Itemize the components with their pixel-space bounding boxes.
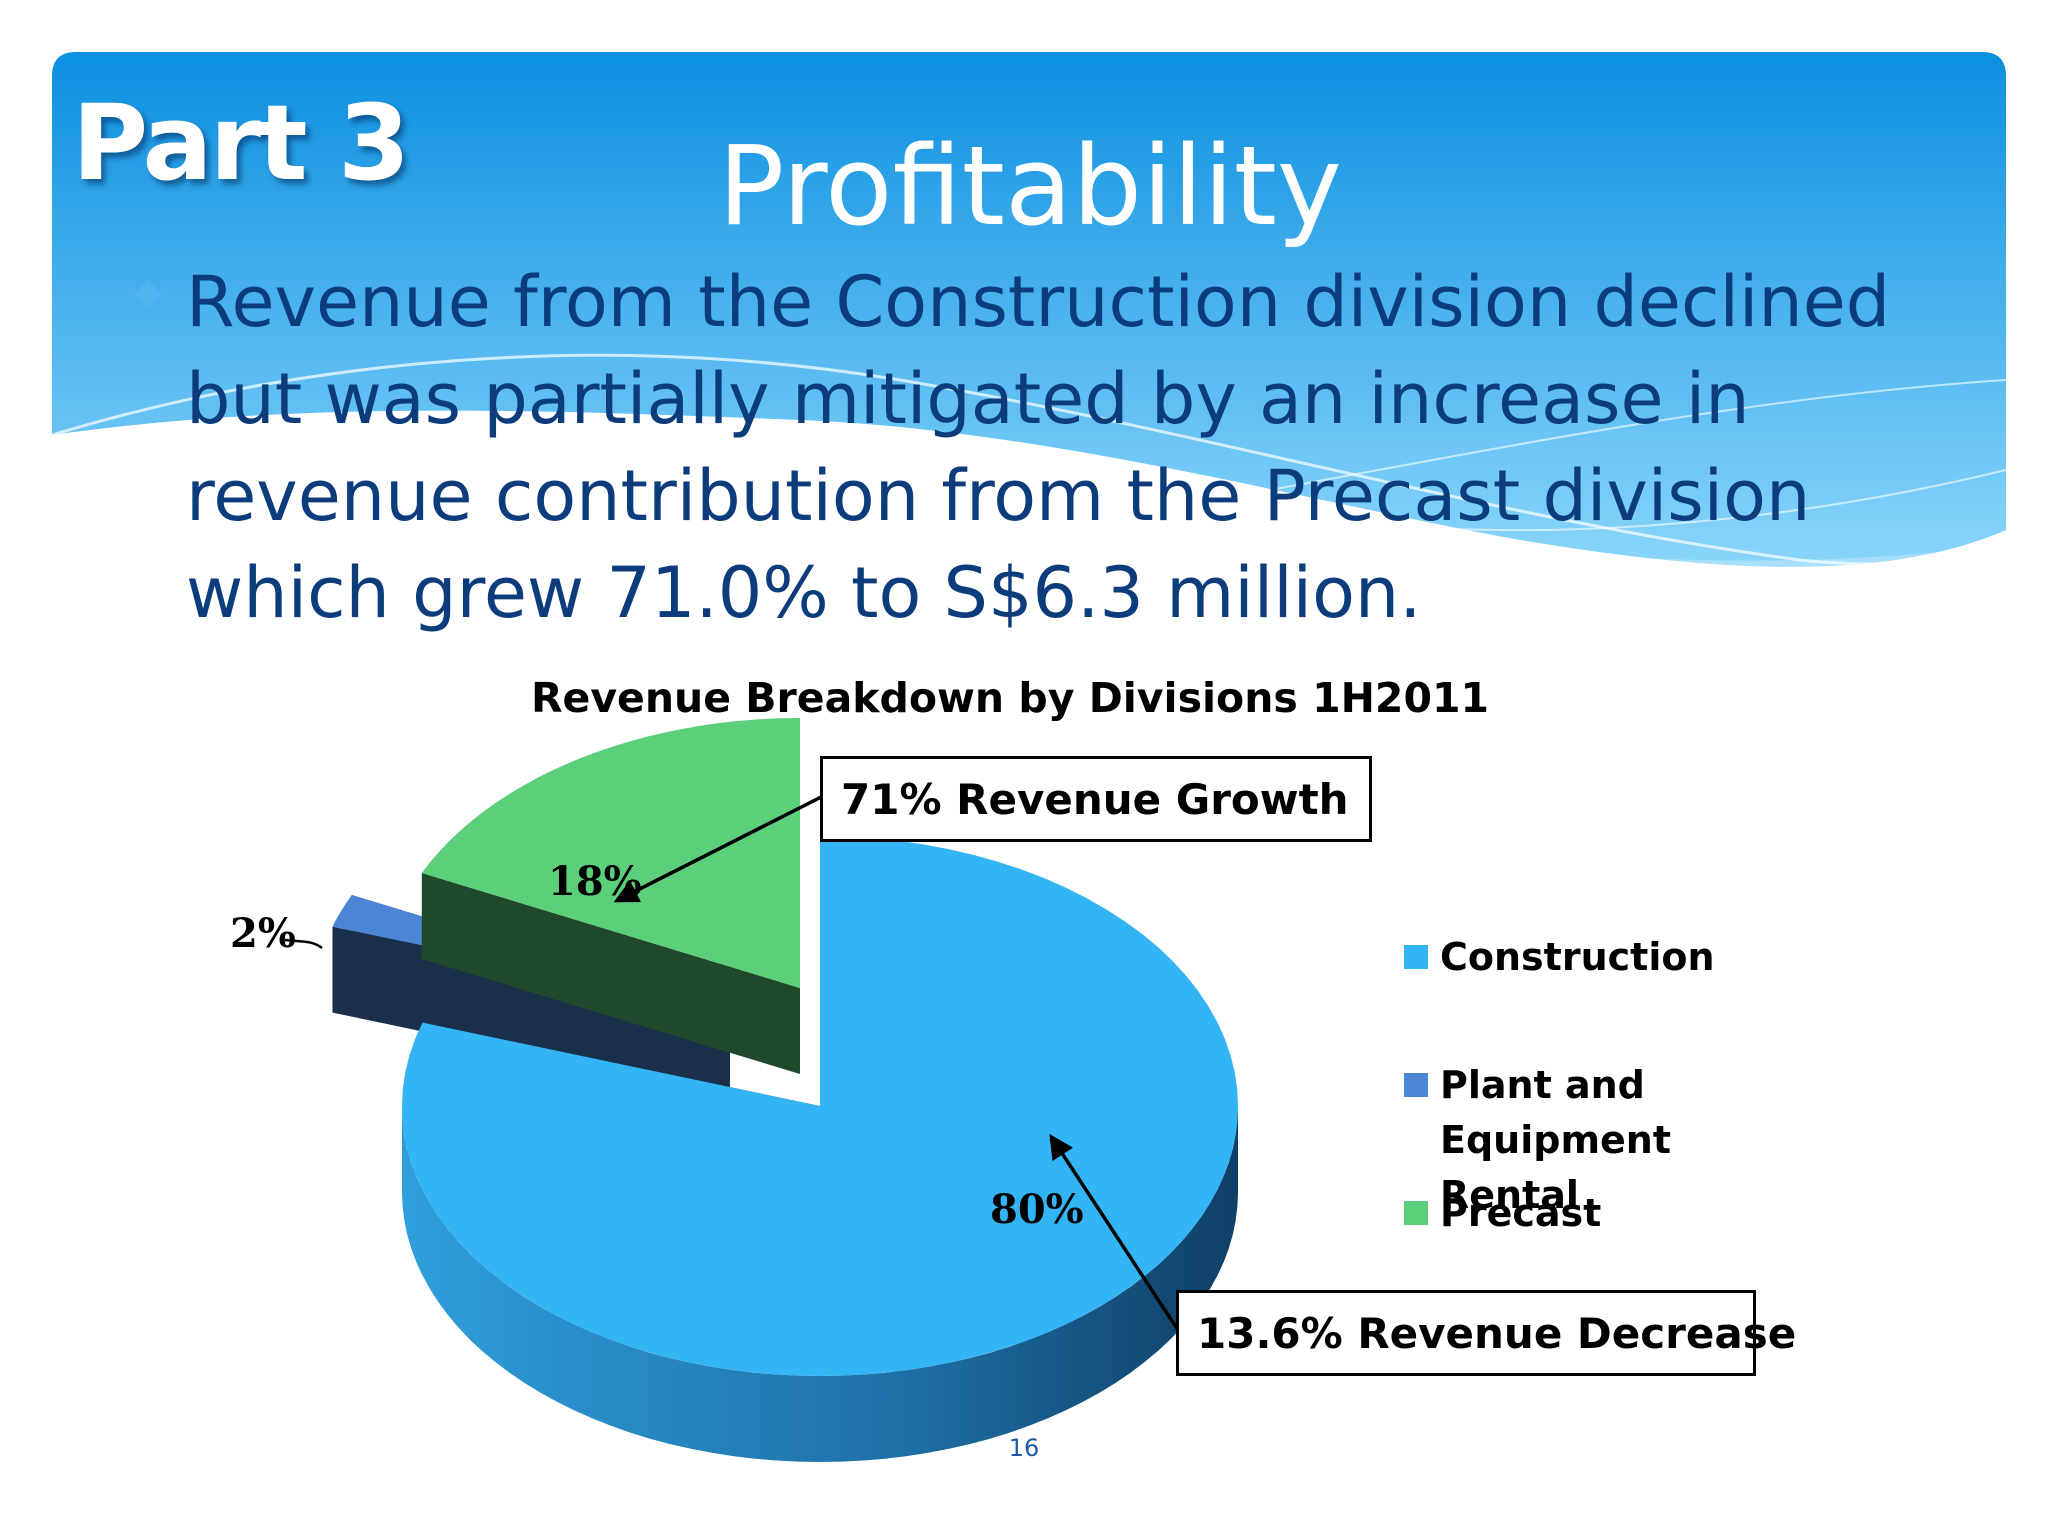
- pie-slice-precast: [421, 718, 800, 988]
- legend-label: Precast: [1440, 1191, 1602, 1235]
- wave-highlight: [500, 449, 2006, 583]
- data-label-precast: 18%: [548, 858, 642, 905]
- part-label: Part 3: [72, 82, 410, 204]
- body-paragraph: Revenue from the Construction division d…: [186, 254, 1986, 642]
- body-line: revenue contribution from the Precast di…: [186, 455, 1811, 537]
- legend-item-precast: Precast: [1404, 1186, 1870, 1241]
- legend-swatch-construction: [1404, 945, 1428, 969]
- legend-item-construction: Construction: [1404, 930, 1870, 985]
- legend-label: Rental: [1440, 1173, 1579, 1217]
- leader-line-plant: [284, 938, 323, 950]
- banner-shape: [52, 52, 2006, 567]
- pie-wall-precast: [421, 873, 800, 1074]
- body-line: Revenue from the Construction division d…: [186, 261, 1891, 343]
- page-number: 16: [1008, 1434, 1040, 1462]
- slide-title: Profitability: [717, 122, 1343, 250]
- legend-label: Construction: [1440, 935, 1715, 979]
- legend-item-plant-equipment: Plant and Equipment Rental: [1404, 1058, 1870, 1223]
- pie-side-construction: [402, 1106, 1238, 1462]
- legend-swatch-precast: [1404, 1201, 1428, 1225]
- callout-construction-decrease: 13.6% Revenue Decrease: [1176, 1290, 1796, 1376]
- pie-slices: [332, 718, 1238, 1462]
- wave-line-2: [299, 413, 2007, 532]
- data-label-construction: 80%: [990, 1186, 1084, 1233]
- body-line: but was partially mitigated by an increa…: [186, 358, 1750, 440]
- callout-arrow-precast: [613, 788, 836, 903]
- body-line: which grew 71.0% to S$6.3 million.: [186, 552, 1422, 634]
- pie-slice-construction: [402, 836, 1238, 1376]
- legend-label: Plant and Equipment: [1440, 1063, 1672, 1162]
- legend-swatch-plant-equipment: [1404, 1073, 1428, 1097]
- data-label-plant: 2%: [230, 910, 296, 957]
- chart-title: Revenue Breakdown by Divisions 1H2011: [530, 674, 1490, 722]
- callout-precast-growth: 71% Revenue Growth: [820, 756, 1372, 842]
- wave-line-1: [51, 353, 2007, 566]
- callout-arrow-construction: [1049, 1133, 1180, 1331]
- wave-line-3: [1099, 379, 2007, 521]
